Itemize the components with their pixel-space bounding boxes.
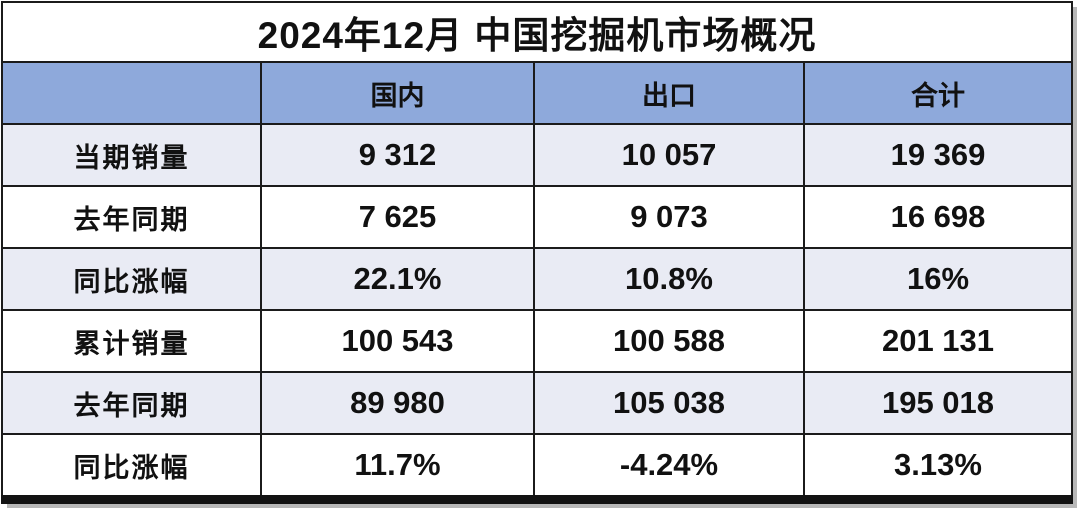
cell-value: 195 018 [803, 371, 1073, 435]
cell-value: 10 057 [533, 123, 805, 187]
cell-value: 10.8% [533, 247, 805, 311]
cell-value: 16 698 [803, 185, 1073, 249]
table-row-cumulative-sales: 累计销量 100 543 100 588 201 131 [1, 309, 1073, 373]
column-header-export: 出口 [533, 61, 805, 125]
title-row: 2024年12月 中国挖掘机市场概况 [1, 1, 1073, 63]
cell-value: 100 543 [260, 309, 535, 373]
cell-value: 201 131 [803, 309, 1073, 373]
row-label: 去年同期 [1, 371, 262, 435]
row-label: 去年同期 [1, 185, 262, 249]
cell-value: 3.13% [803, 433, 1073, 501]
cell-value: 9 073 [533, 185, 805, 249]
column-header-row: 国内 出口 合计 [1, 61, 1073, 125]
cell-value: 9 312 [260, 123, 535, 187]
cell-value: 22.1% [260, 247, 535, 311]
table-row-yoy-month: 同比涨幅 22.1% 10.8% 16% [1, 247, 1073, 311]
cell-value: 100 588 [533, 309, 805, 373]
cell-value: 16% [803, 247, 1073, 311]
cell-value: 105 038 [533, 371, 805, 435]
column-header-total: 合计 [803, 61, 1073, 125]
row-label: 当期销量 [1, 123, 262, 187]
table-row-last-year-cumulative: 去年同期 89 980 105 038 195 018 [1, 371, 1073, 435]
row-label: 同比涨幅 [1, 433, 262, 501]
cell-value: 19 369 [803, 123, 1073, 187]
cell-value: 7 625 [260, 185, 535, 249]
page-title: 2024年12月 中国挖掘机市场概况 [1, 1, 1073, 63]
market-table: 2024年12月 中国挖掘机市场概况 国内 出口 合计 当期销量 9 312 1… [1, 1, 1073, 504]
column-header-blank [1, 61, 262, 125]
table-row-yoy-cumulative: 同比涨幅 11.7% -4.24% 3.13% [1, 433, 1073, 501]
cell-value: 89 980 [260, 371, 535, 435]
cell-value: 11.7% [260, 433, 535, 501]
row-label: 累计销量 [1, 309, 262, 373]
table-row-last-year-month: 去年同期 7 625 9 073 16 698 [1, 185, 1073, 249]
table-row-current-sales: 当期销量 9 312 10 057 19 369 [1, 123, 1073, 187]
row-label: 同比涨幅 [1, 247, 262, 311]
column-header-domestic: 国内 [260, 61, 535, 125]
cell-value: -4.24% [533, 433, 805, 501]
